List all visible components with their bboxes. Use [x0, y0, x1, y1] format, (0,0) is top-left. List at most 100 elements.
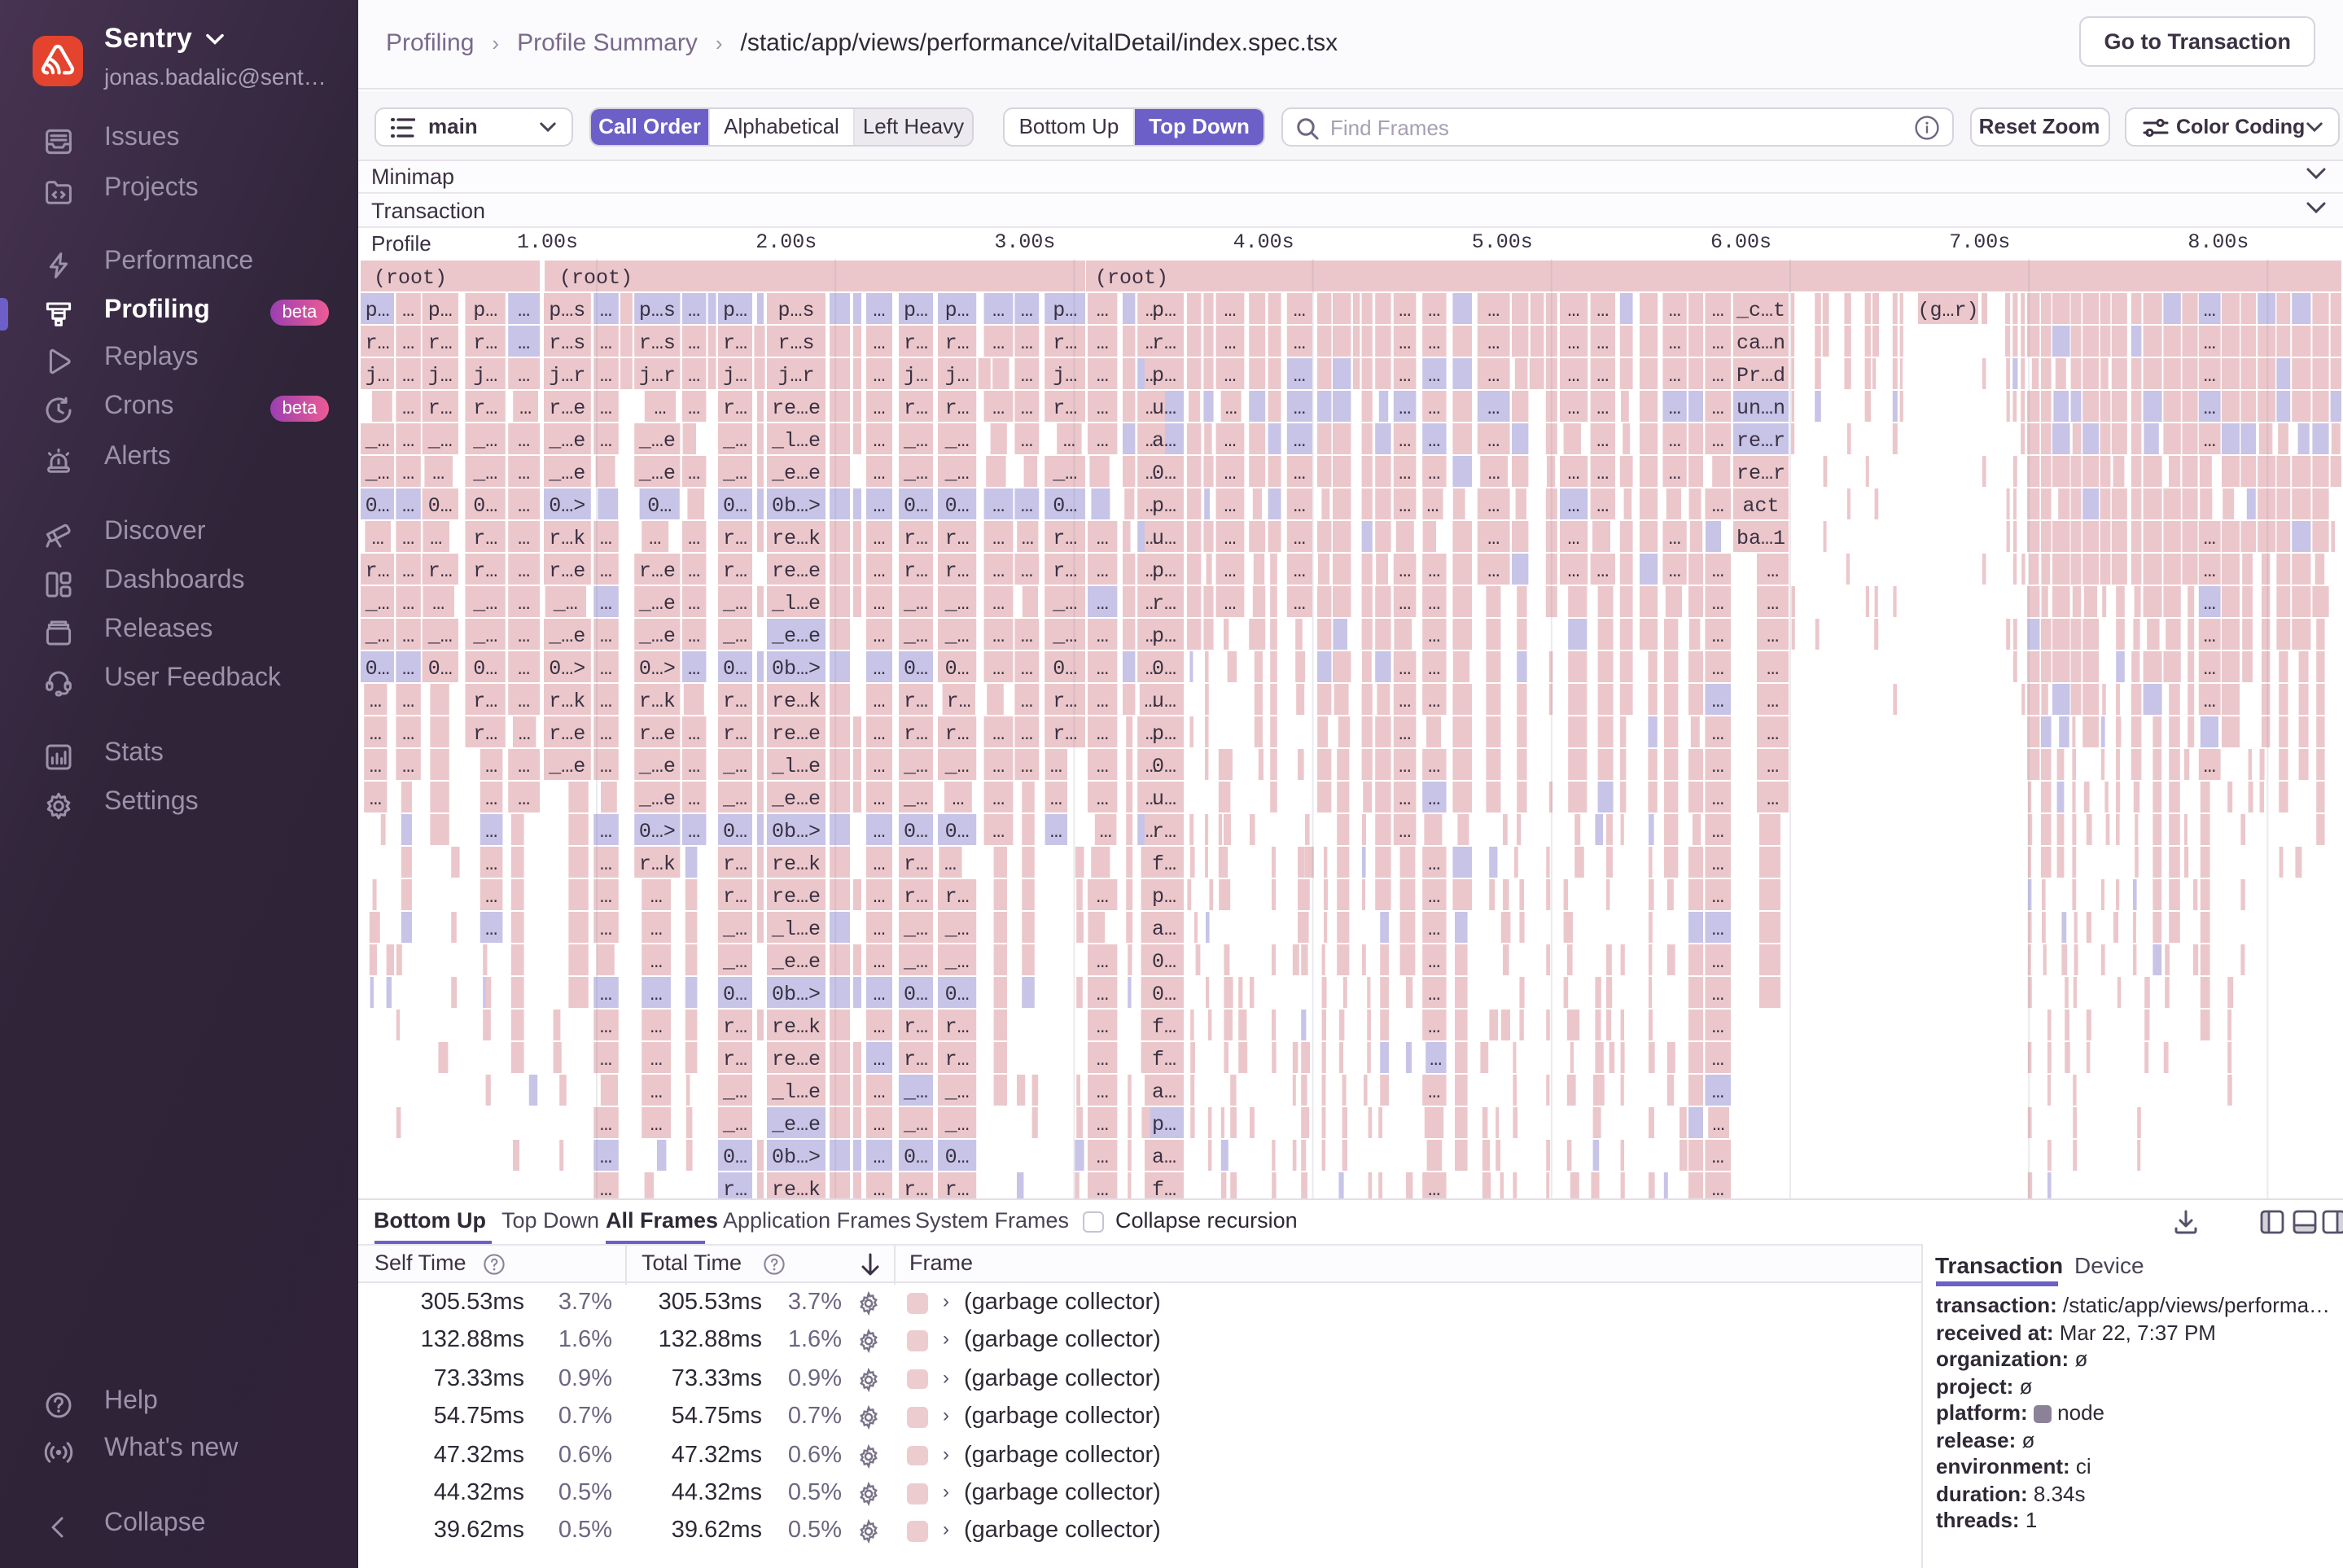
svg-text:…: …	[873, 559, 885, 583]
svg-text:_…: _…	[427, 429, 453, 453]
svg-text:…: …	[1097, 950, 1109, 974]
svg-text:a…: a…	[1152, 429, 1176, 453]
svg-text:…: …	[1294, 494, 1306, 518]
svg-text:r…: r…	[1053, 559, 1077, 583]
svg-text:…: …	[1712, 559, 1724, 583]
svg-text:p…: p…	[366, 299, 390, 322]
svg-text:…: …	[1145, 462, 1158, 485]
svg-text:…: …	[1712, 820, 1724, 843]
svg-text:…: …	[600, 1048, 612, 1071]
svg-text:0…: 0…	[473, 494, 497, 518]
svg-text:…: …	[873, 331, 885, 355]
svg-text:p…: p…	[1152, 624, 1176, 648]
svg-text:…: …	[1428, 983, 1440, 1006]
svg-text:…: …	[518, 690, 530, 713]
svg-text:…: …	[600, 820, 612, 843]
svg-text:a…: a…	[1152, 1145, 1176, 1169]
svg-text:…: …	[600, 527, 612, 550]
svg-text:0…: 0…	[1152, 462, 1176, 485]
svg-text:r…: r…	[1053, 690, 1077, 713]
svg-text:_…: _…	[553, 592, 578, 615]
svg-text:j…: j…	[428, 364, 453, 388]
svg-text:…: …	[1712, 494, 1724, 518]
svg-text:0…: 0…	[1053, 494, 1077, 518]
svg-text:…: …	[1097, 1145, 1109, 1169]
svg-text:_e…e: _e…e	[771, 950, 821, 974]
svg-text:…: …	[1712, 950, 1724, 974]
svg-text:…: …	[600, 331, 612, 355]
svg-text:r…: r…	[947, 690, 971, 713]
svg-text:…: …	[1596, 396, 1609, 420]
svg-text:…: …	[402, 722, 414, 746]
svg-text:…: …	[600, 364, 612, 388]
svg-text:…: …	[2204, 331, 2216, 355]
svg-text:…: …	[688, 396, 700, 420]
svg-text:…: …	[1294, 396, 1306, 420]
svg-text:…: …	[1145, 364, 1158, 388]
svg-text:…: …	[1399, 592, 1411, 615]
svg-text:…: …	[1097, 983, 1109, 1006]
svg-text:_e…e: _e…e	[771, 462, 821, 485]
svg-text:…: …	[1399, 755, 1411, 778]
svg-text:0…>: 0…>	[549, 494, 585, 518]
svg-text:r…: r…	[473, 722, 497, 746]
svg-text:j…: j…	[366, 364, 390, 388]
svg-text:…: …	[1712, 624, 1724, 648]
svg-text:…: …	[402, 364, 414, 388]
svg-text:…: …	[1224, 331, 1236, 355]
svg-text:…: …	[1021, 331, 1033, 355]
svg-text:r…: r…	[473, 396, 497, 420]
svg-text:r…: r…	[366, 331, 390, 355]
svg-text:u…: u…	[1152, 690, 1176, 713]
svg-text:…: …	[1428, 918, 1440, 941]
svg-text:…: …	[432, 462, 445, 485]
svg-text:_…: _…	[944, 592, 970, 615]
svg-text:re…e: re…e	[772, 396, 821, 420]
svg-text:r…: r…	[723, 885, 747, 909]
svg-text:…: …	[1399, 820, 1411, 843]
svg-text:…: …	[600, 429, 612, 453]
svg-text:…: …	[600, 690, 612, 713]
svg-text:p…: p…	[473, 299, 497, 322]
svg-text:…: …	[402, 690, 414, 713]
svg-text:…: …	[649, 527, 661, 550]
svg-text:…: …	[1399, 494, 1411, 518]
svg-text:r…: r…	[945, 722, 970, 746]
svg-text:r…: r…	[723, 331, 747, 355]
svg-text:…: …	[485, 918, 497, 941]
svg-text:r…: r…	[945, 1015, 970, 1039]
svg-text:act: act	[1742, 494, 1779, 518]
svg-text:re…e: re…e	[772, 1048, 821, 1071]
svg-text:…: …	[1712, 1178, 1724, 1198]
svg-text:…: …	[688, 331, 700, 355]
svg-text:…: …	[873, 690, 885, 713]
svg-text:_…e: _…e	[638, 787, 676, 811]
svg-text:…: …	[1097, 1048, 1109, 1071]
svg-text:…: …	[600, 1113, 612, 1137]
svg-text:…: …	[485, 885, 497, 909]
svg-text:…: …	[1097, 299, 1109, 322]
svg-text:(root): (root)	[559, 266, 633, 290]
svg-text:_…e: _…e	[548, 429, 585, 453]
svg-text:…: …	[1050, 820, 1062, 843]
svg-text:j…: j…	[945, 364, 970, 388]
svg-text:…: …	[600, 722, 612, 746]
svg-text:…: …	[2204, 559, 2216, 583]
svg-text:…: …	[1428, 852, 1440, 876]
svg-text:…: …	[1487, 494, 1500, 518]
svg-text:j…r: j…r	[777, 364, 814, 388]
svg-text:_…e: _…e	[548, 624, 585, 648]
svg-text:…: …	[432, 592, 445, 615]
svg-text:…: …	[992, 657, 1005, 681]
svg-text:re…k: re…k	[772, 690, 821, 713]
svg-text:…: …	[1712, 1113, 1724, 1137]
svg-text:r…: r…	[473, 331, 497, 355]
svg-text:_…: _…	[1052, 462, 1077, 485]
svg-text:0…: 0…	[366, 494, 390, 518]
svg-text:…: …	[992, 331, 1005, 355]
svg-text:…: …	[992, 559, 1005, 583]
svg-text:…: …	[1488, 462, 1500, 485]
svg-text:…: …	[1021, 722, 1033, 746]
svg-text:p…: p…	[1152, 299, 1176, 322]
svg-text:r…e: r…e	[549, 396, 585, 420]
